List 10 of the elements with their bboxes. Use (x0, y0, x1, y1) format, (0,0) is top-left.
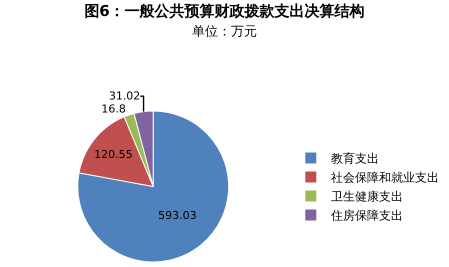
data-label: 120.55 (94, 148, 133, 161)
data-label: 593.03 (158, 209, 197, 222)
chart-subtitle: 单位：万元 (192, 24, 257, 40)
legend-label: 住房保障支出 (330, 208, 403, 223)
legend-label: 社会保障和就业支出 (330, 170, 439, 185)
data-label: 31.02 (108, 90, 140, 103)
data-label: 16.8 (101, 102, 126, 116)
legend-label: 卫生健康支出 (330, 190, 403, 204)
chart-title: 图6：一般公共预算财政拨款支出决算结构 (84, 2, 365, 20)
legend-label: 教育支出 (330, 152, 379, 166)
